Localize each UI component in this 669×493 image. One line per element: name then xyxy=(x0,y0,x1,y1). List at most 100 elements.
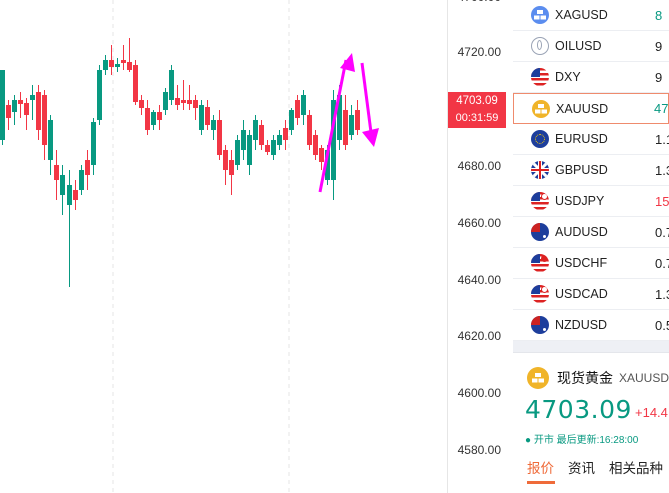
annotation-arrow-up xyxy=(318,59,348,193)
candle-body xyxy=(54,165,59,180)
candle-body xyxy=(169,70,174,100)
candle-body xyxy=(91,122,96,165)
price-axis-tick-label: 4660.00 xyxy=(457,215,501,230)
candle-body xyxy=(211,120,216,130)
candle-body xyxy=(271,140,276,155)
candle-body xyxy=(325,150,330,180)
watchlist-price: 0.7 xyxy=(655,224,669,240)
tab-related[interactable]: 相关品种 xyxy=(609,461,663,476)
candle-body xyxy=(115,64,120,67)
candle-body xyxy=(18,100,23,104)
candle-body xyxy=(109,60,114,67)
price-change: +14.4 xyxy=(635,405,668,420)
candle-body xyxy=(139,100,144,108)
active-tab-indicator xyxy=(527,481,555,484)
candle-body xyxy=(0,70,5,140)
price-axis-tick-label: 4580.00 xyxy=(457,443,501,457)
candle-body xyxy=(181,100,186,103)
annotation-arrowhead-up xyxy=(340,53,355,72)
annotation-arrow-down xyxy=(360,62,374,141)
watchlist-row-usdjpy[interactable]: USDJPY 15 xyxy=(513,186,669,217)
watchlist-row-xagusd[interactable]: XAGUSD 8 xyxy=(513,0,669,31)
watchlist-row-audusd[interactable]: AUDUSD 0.7 xyxy=(513,217,669,248)
nz-flag-icon xyxy=(531,316,549,334)
watchlist-row-gbpusd[interactable]: GBPUSD 1.3 xyxy=(513,155,669,186)
candle-body xyxy=(145,108,150,130)
watchlist-symbol: USDCHF xyxy=(555,256,608,270)
candle-body xyxy=(319,148,324,162)
watchlist-row-usdcad[interactable]: USDCAD 1.3 xyxy=(513,279,669,310)
current-price-tag: 4703.09 00:31:59 xyxy=(448,92,506,128)
candle-body xyxy=(133,65,138,102)
detail-tabs: 报价 资讯 相关品种 xyxy=(527,457,669,477)
watchlist-price: 1.1 xyxy=(655,131,669,147)
symbol-detail-panel: 现货黄金 XAUUSD 4703.09 +14.4 ● 开市 最后更新:16:2… xyxy=(513,352,669,493)
candle-body xyxy=(85,160,90,175)
watchlist-symbol: NZDUSD xyxy=(555,318,608,332)
candlestick-chart[interactable] xyxy=(0,0,447,493)
watchlist-symbol: GBPUSD xyxy=(555,163,608,177)
tab-news[interactable]: 资讯 xyxy=(568,461,595,476)
watchlist-row-oilusd[interactable]: OILUSD 9 xyxy=(513,31,669,62)
watchlist-row-eurusd[interactable]: EURUSD 1.1 xyxy=(513,124,669,155)
price-axis-tick-label: 4640.00 xyxy=(457,272,501,287)
watchlist-price: 9 xyxy=(655,38,663,54)
price-axis-tick-label: 4720.00 xyxy=(457,45,501,60)
candle-body xyxy=(187,100,192,104)
candle-body xyxy=(355,110,360,130)
tab-quote[interactable]: 报价 xyxy=(527,461,554,476)
eu-flag-icon xyxy=(531,130,549,148)
watchlist-row-nzdusd[interactable]: NZDUSD 0.5 xyxy=(513,310,669,341)
uk-flag-icon xyxy=(531,161,549,179)
price-axis[interactable]: 4700.00 4720.00 4680.00 4660.00 4640.00 4620.… xyxy=(447,0,513,493)
candle-body xyxy=(247,135,252,165)
price-axis-tick-label: 4680.00 xyxy=(457,159,501,173)
candle-body xyxy=(343,110,348,145)
candle-body xyxy=(283,128,288,140)
candle-body xyxy=(331,100,336,180)
candle-body xyxy=(289,110,294,130)
candle-body xyxy=(30,95,35,100)
candle-body xyxy=(265,145,270,152)
watchlist-symbol: AUDUSD xyxy=(555,225,608,239)
last-price: 4703.09 xyxy=(525,395,632,424)
right-panel: XAGUSD 8 OILUSD 9 DXY 9 XAUUSD 47 EURUSD 1.1 GBPUS… xyxy=(513,0,669,493)
chart-canvas[interactable] xyxy=(0,0,447,493)
us-flag-icon xyxy=(531,68,549,86)
symbol-code: XAUUSD xyxy=(619,371,669,385)
watchlist-price: 0.7 xyxy=(655,255,669,271)
candle-body xyxy=(175,98,180,105)
candle-body xyxy=(97,70,102,120)
us-ch-flag-icon xyxy=(531,254,549,272)
candle-body xyxy=(223,150,228,170)
candle-body xyxy=(42,95,47,145)
us-ca-flag-icon xyxy=(531,285,549,303)
watchlist-symbol: USDCAD xyxy=(555,287,608,301)
price-axis-tick-label: 4620.00 xyxy=(457,329,501,344)
watchlist-price: 9 xyxy=(655,69,663,85)
candle-body xyxy=(24,103,29,115)
watchlist-row-xauusd[interactable]: XAUUSD 47 xyxy=(513,93,669,124)
candle-body xyxy=(73,190,78,200)
candle-body xyxy=(36,92,41,130)
candle-body xyxy=(157,112,162,120)
candle-body xyxy=(241,130,246,150)
watchlist-row-usdchf[interactable]: USDCHF 0.7 xyxy=(513,248,669,279)
candle-body xyxy=(229,160,234,175)
watchlist-price: 47 xyxy=(654,101,668,116)
watchlist-row-dxy[interactable]: DXY 9 xyxy=(513,62,669,93)
candle-body xyxy=(277,135,282,145)
candle-body xyxy=(295,100,300,118)
candle-body xyxy=(313,135,318,155)
watchlist-symbol: DXY xyxy=(555,70,581,84)
gold-icon xyxy=(532,99,550,118)
candle-body xyxy=(12,100,17,112)
watchlist-price: 15 xyxy=(655,193,669,209)
candle-body xyxy=(151,112,156,125)
watchlist: XAGUSD 8 OILUSD 9 DXY 9 XAUUSD 47 EURUSD 1.1 GBPUS… xyxy=(513,0,669,341)
candle-body xyxy=(103,60,108,70)
symbol-name: 现货黄金 xyxy=(557,370,613,386)
watchlist-symbol: XAUUSD xyxy=(556,101,609,116)
gold-icon xyxy=(527,367,549,389)
market-status: ● 开市 最后更新:16:28:00 xyxy=(525,435,639,446)
